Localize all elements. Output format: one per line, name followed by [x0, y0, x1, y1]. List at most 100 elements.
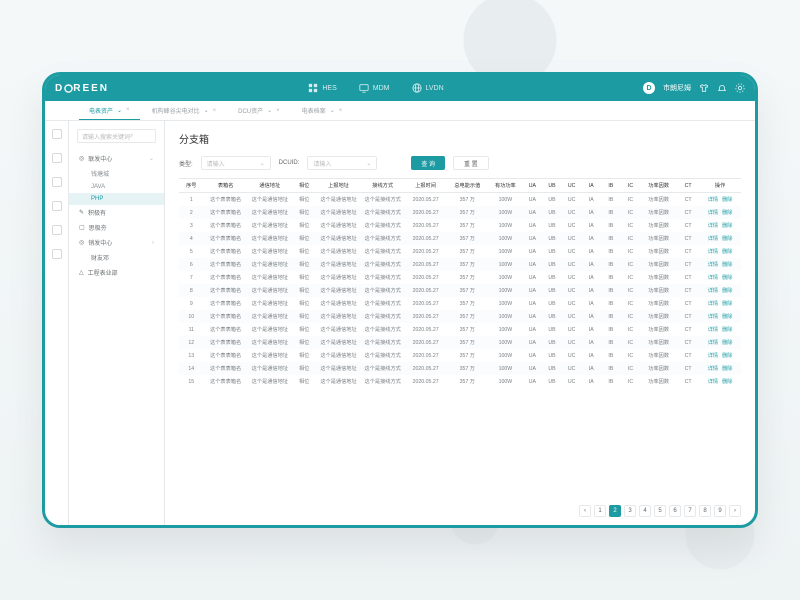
delete-link[interactable]: 删除 [722, 236, 732, 242]
table-row: 1这个表表箱名这个是通信地址相位这个是通信地址这个是接线方式2020.05.27… [179, 193, 741, 207]
tree-leaf[interactable]: 钱塘城 [91, 166, 164, 181]
rail-item[interactable] [52, 129, 62, 139]
col-header: CT [677, 179, 699, 193]
col-header: IC [621, 179, 641, 193]
delete-link[interactable]: 删除 [722, 288, 732, 294]
row-ops: 详情删除 [699, 245, 741, 258]
detail-link[interactable]: 详情 [708, 262, 718, 268]
delete-link[interactable]: 删除 [722, 249, 732, 255]
page-num[interactable]: 9 [714, 505, 726, 517]
close-icon[interactable]: × [213, 108, 217, 114]
page-num[interactable]: 2 [609, 505, 621, 517]
tree-node[interactable]: ◎联发中心⌄ [69, 151, 164, 166]
delete-link[interactable]: 删除 [722, 275, 732, 281]
page-title: 分支箱 [179, 131, 741, 146]
detail-link[interactable]: 详情 [708, 249, 718, 255]
col-header: 上报地址 [316, 179, 360, 193]
delete-link[interactable]: 删除 [722, 262, 732, 268]
rail-item[interactable] [52, 153, 62, 163]
tab[interactable]: DCU资产⌄× [228, 102, 290, 119]
detail-link[interactable]: 详情 [708, 223, 718, 229]
col-header: 通信地址 [248, 179, 292, 193]
table-row: 4这个表表箱名这个是通信地址相位这个是通信地址这个是接线方式2020.05.27… [179, 232, 741, 245]
tree-node[interactable]: ▢思极夯 [69, 220, 164, 235]
tree-leaf[interactable]: JAVA [91, 181, 164, 193]
gear-icon[interactable] [735, 83, 745, 93]
rail-item[interactable] [52, 249, 62, 259]
tree-node[interactable]: ◎销发中心› [69, 235, 164, 250]
table-row: 8这个表表箱名这个是通信地址相位这个是通信地址这个是接线方式2020.05.27… [179, 284, 741, 297]
detail-link[interactable]: 详情 [708, 340, 718, 346]
page-num[interactable]: 3 [624, 505, 636, 517]
tab[interactable]: 机构峰谷尖电对比⌄× [142, 102, 227, 119]
skin-icon[interactable] [699, 83, 709, 93]
delete-link[interactable]: 删除 [722, 314, 732, 320]
nav-hes[interactable]: HES [308, 83, 336, 93]
bell-icon[interactable] [717, 83, 727, 93]
delete-link[interactable]: 删除 [722, 366, 732, 372]
delete-link[interactable]: 删除 [722, 301, 732, 307]
tree-node[interactable]: ✎积极有 [69, 205, 164, 220]
nav-mdm[interactable]: MDM [359, 83, 390, 93]
col-header: 操作 [699, 179, 741, 193]
page-prev[interactable]: ‹ [579, 505, 591, 517]
table-row: 9这个表表箱名这个是通信地址相位这个是通信地址这个是接线方式2020.05.27… [179, 297, 741, 310]
detail-link[interactable]: 详情 [708, 379, 718, 385]
delete-link[interactable]: 删除 [722, 340, 732, 346]
tree-leaf[interactable]: PHP [69, 193, 164, 205]
nav-lvdn[interactable]: LVDN [412, 83, 444, 93]
rail-item[interactable] [52, 225, 62, 235]
delete-link[interactable]: 删除 [722, 379, 732, 385]
reset-button[interactable]: 重 置 [453, 156, 489, 170]
square-icon: ▢ [79, 224, 85, 231]
table-row: 5这个表表箱名这个是通信地址相位这个是通信地址这个是接线方式2020.05.27… [179, 245, 741, 258]
delete-link[interactable]: 删除 [722, 223, 732, 229]
rail-item[interactable] [52, 177, 62, 187]
detail-link[interactable]: 详情 [708, 314, 718, 320]
col-header: IA [581, 179, 601, 193]
page-num[interactable]: 1 [594, 505, 606, 517]
type-label: 类型: [179, 159, 193, 168]
page-num[interactable]: 4 [639, 505, 651, 517]
type-select[interactable]: 请输入⌄ [201, 156, 271, 170]
rail-item[interactable] [52, 201, 62, 211]
dcu-label: DCUID: [279, 160, 300, 166]
table-row: 3这个表表箱名这个是通信地址相位这个是通信地址这个是接线方式2020.05.27… [179, 219, 741, 232]
brand-logo: DREEN [55, 83, 109, 94]
detail-link[interactable]: 详情 [708, 210, 718, 216]
search-button[interactable]: 查 询 [411, 156, 445, 170]
page-num[interactable]: 6 [669, 505, 681, 517]
detail-link[interactable]: 详情 [708, 301, 718, 307]
page-next[interactable]: › [729, 505, 741, 517]
detail-link[interactable]: 详情 [708, 366, 718, 372]
delete-link[interactable]: 删除 [722, 353, 732, 359]
detail-link[interactable]: 详情 [708, 288, 718, 294]
detail-link[interactable]: 详情 [708, 236, 718, 242]
target-icon: ◎ [79, 155, 84, 162]
tree-node[interactable]: △工程表业部 [69, 265, 164, 280]
top-nav: HES MDM LVDN [109, 83, 643, 93]
row-ops: 详情删除 [699, 284, 741, 297]
sidebar-search[interactable]: 请输入搜索关键词 ⌕ [77, 129, 156, 143]
close-icon[interactable]: × [126, 107, 130, 113]
tab[interactable]: 电表档案⌄× [292, 102, 353, 119]
tree-node[interactable]: 财友邓 [69, 250, 164, 265]
page-num[interactable]: 5 [654, 505, 666, 517]
delete-link[interactable]: 删除 [722, 197, 732, 203]
close-icon[interactable]: × [276, 108, 280, 114]
col-header: 总电能示值 [446, 179, 488, 193]
row-ops: 详情删除 [699, 362, 741, 375]
detail-link[interactable]: 详情 [708, 197, 718, 203]
delete-link[interactable]: 删除 [722, 210, 732, 216]
chevron-down-icon: ⌄ [366, 160, 371, 167]
page-num[interactable]: 8 [699, 505, 711, 517]
delete-link[interactable]: 删除 [722, 327, 732, 333]
detail-link[interactable]: 详情 [708, 353, 718, 359]
dcu-select[interactable]: 请输入⌄ [307, 156, 377, 170]
avatar[interactable]: D [643, 82, 655, 94]
page-num[interactable]: 7 [684, 505, 696, 517]
detail-link[interactable]: 详情 [708, 275, 718, 281]
detail-link[interactable]: 详情 [708, 327, 718, 333]
tab[interactable]: 电表资产⌄× [79, 102, 140, 120]
close-icon[interactable]: × [339, 108, 343, 114]
